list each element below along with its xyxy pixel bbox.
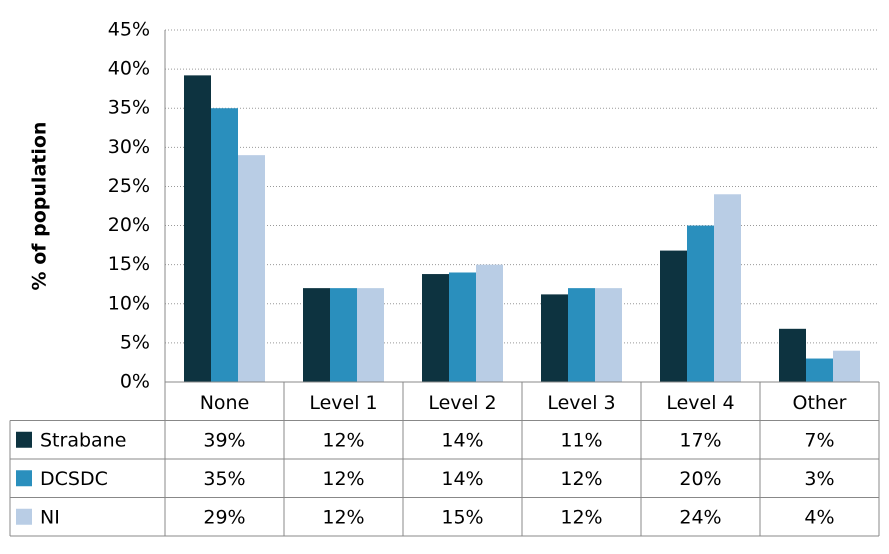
- bar: [660, 250, 687, 382]
- legend-swatch: [16, 508, 32, 525]
- bar: [779, 328, 806, 382]
- table-cell: 15%: [441, 506, 483, 528]
- bar: [806, 358, 833, 382]
- y-axis-label: % of population: [29, 122, 51, 291]
- table-cell: 39%: [203, 429, 245, 451]
- bar: [541, 294, 568, 382]
- bar: [211, 108, 238, 382]
- table-cell: 12%: [322, 506, 364, 528]
- y-tick-label: 10%: [108, 292, 150, 314]
- x-tick-label: Other: [793, 392, 847, 414]
- table-cell: 14%: [441, 468, 483, 490]
- bar: [595, 288, 622, 382]
- bar: [476, 264, 503, 382]
- bar: [449, 272, 476, 382]
- table-cell: 12%: [560, 506, 602, 528]
- bar: [568, 288, 595, 382]
- bar: [714, 194, 741, 382]
- bar: [238, 155, 265, 382]
- y-tick-label: 20%: [108, 214, 150, 236]
- table-cell: 4%: [804, 506, 834, 528]
- table-cell: 24%: [679, 506, 721, 528]
- x-tick-label: None: [200, 392, 250, 414]
- legend-label: NI: [40, 506, 60, 528]
- bar: [184, 75, 211, 382]
- y-tick-label: 35%: [108, 97, 150, 119]
- y-tick-label: 0%: [120, 371, 150, 393]
- bar: [357, 288, 384, 382]
- bar: [833, 350, 860, 382]
- legend-swatch: [16, 470, 32, 487]
- x-tick-label: Level 4: [666, 392, 734, 414]
- table-cell: 35%: [203, 468, 245, 490]
- y-tick-label: 5%: [120, 331, 150, 353]
- x-tick-label: Level 2: [428, 392, 496, 414]
- bar: [422, 274, 449, 382]
- table-cell: 7%: [804, 429, 834, 451]
- x-tick-label: Level 3: [547, 392, 615, 414]
- y-tick-label: 30%: [108, 136, 150, 158]
- table-cell: 20%: [679, 468, 721, 490]
- table-cell: 11%: [560, 429, 602, 451]
- table-cell: 14%: [441, 429, 483, 451]
- table-cell: 12%: [322, 429, 364, 451]
- y-tick-label: 45%: [108, 19, 150, 41]
- y-tick-label: 25%: [108, 175, 150, 197]
- bar: [687, 225, 714, 382]
- legend-label: Strabane: [40, 429, 126, 451]
- bar: [330, 288, 357, 382]
- x-tick-label: Level 1: [309, 392, 377, 414]
- y-tick-label: 15%: [108, 253, 150, 275]
- table-cell: 12%: [560, 468, 602, 490]
- y-tick-label: 40%: [108, 58, 150, 80]
- legend-swatch: [16, 431, 32, 448]
- table-cell: 3%: [804, 468, 834, 490]
- table-cell: 17%: [679, 429, 721, 451]
- table-cell: 12%: [322, 468, 364, 490]
- legend-label: DCSDC: [40, 468, 108, 490]
- bar: [303, 288, 330, 382]
- table-cell: 29%: [203, 506, 245, 528]
